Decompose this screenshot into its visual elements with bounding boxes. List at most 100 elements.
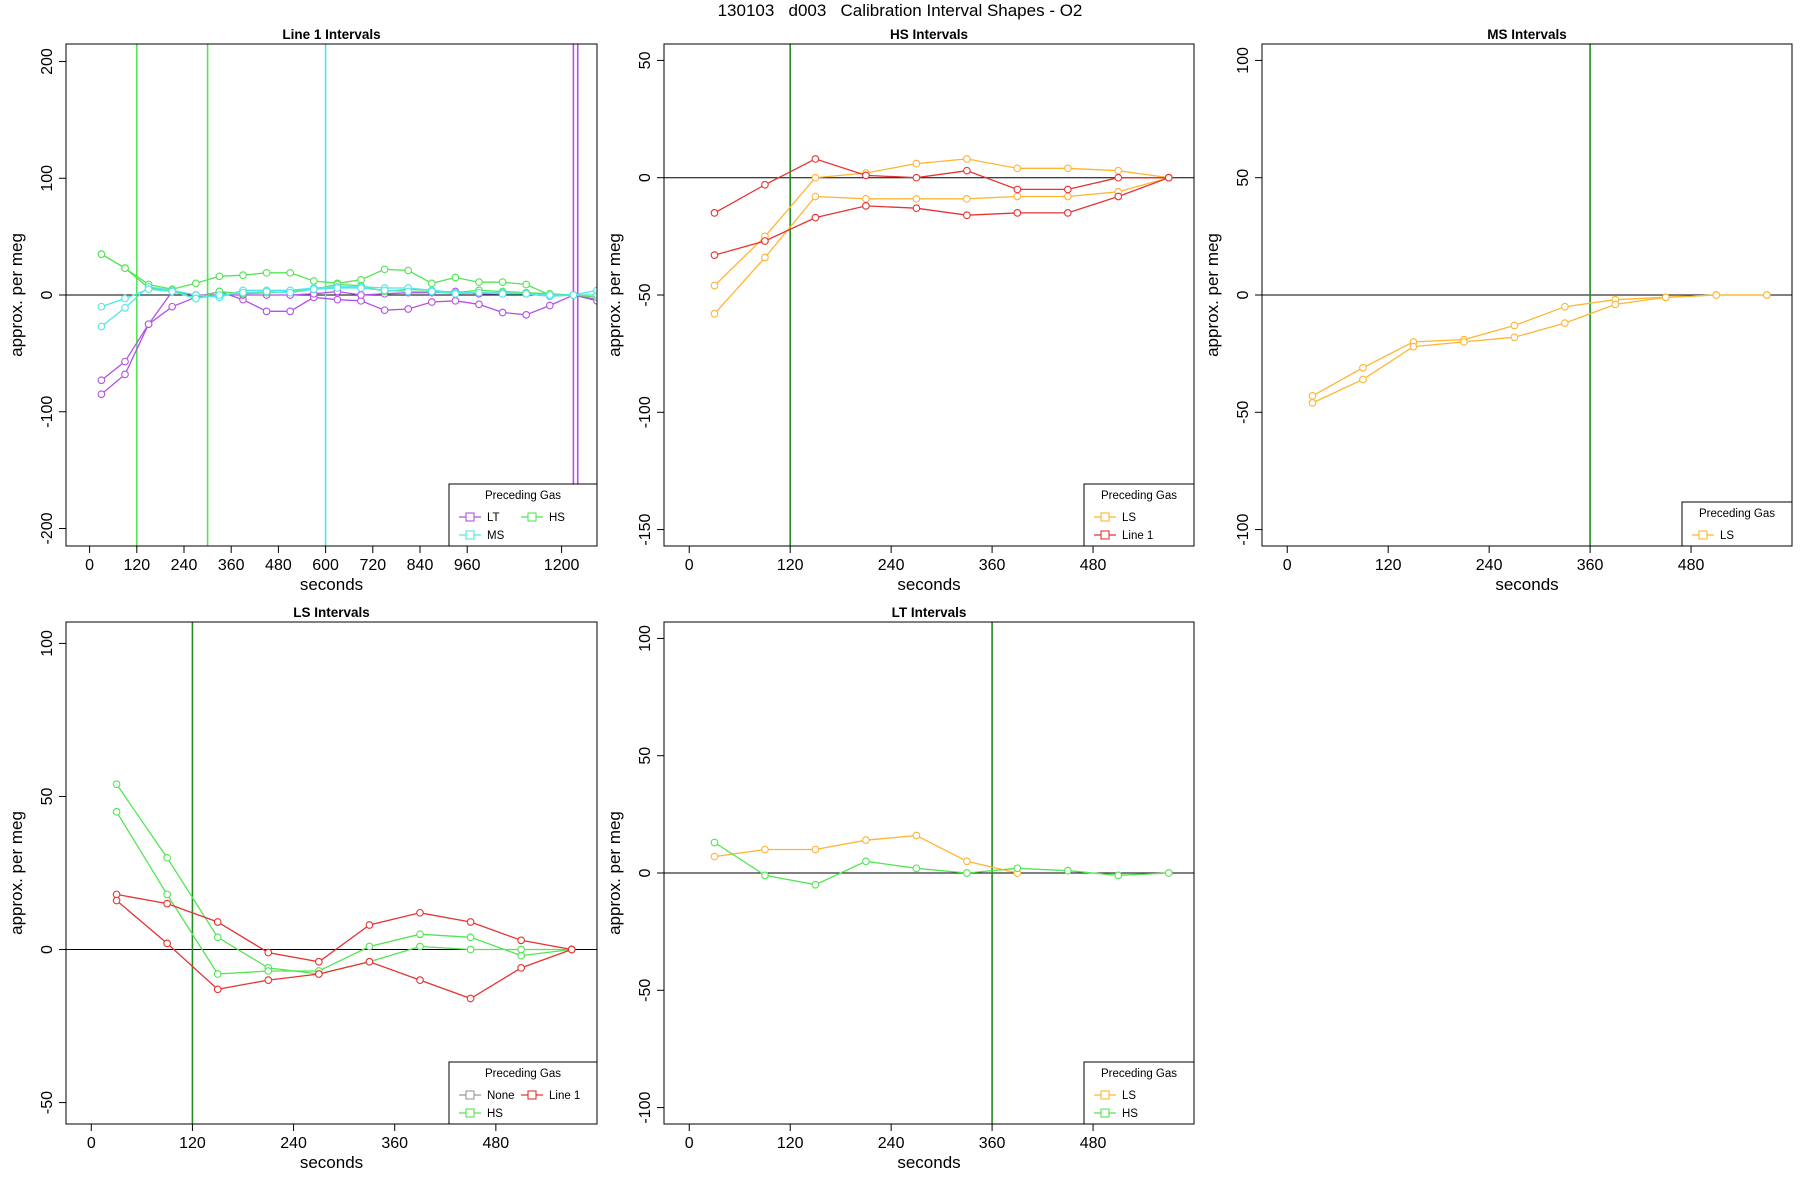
data-point (710, 852, 719, 861)
data-point (475, 300, 483, 309)
data-point (1661, 293, 1670, 302)
data-point (365, 957, 374, 966)
data-point (163, 939, 171, 948)
legend: Preceding Gas LS HS (1083, 1061, 1195, 1125)
y-tick-label: 50 (637, 747, 654, 765)
data-point (1114, 871, 1123, 880)
data-point (569, 291, 578, 299)
data-point (475, 278, 483, 287)
y-tick-label: 100 (637, 625, 654, 652)
data-point (215, 291, 224, 299)
data-point (213, 918, 222, 926)
data-point (112, 807, 121, 816)
data-point (112, 896, 121, 905)
y-tick-label: 0 (637, 868, 654, 877)
x-tick-label: 120 (1375, 557, 1402, 574)
x-tick-label: 120 (123, 557, 150, 574)
x-tick-label: 480 (483, 1135, 510, 1152)
x-tick-label: 240 (878, 1135, 905, 1152)
legend: Preceding Gas LS Line 1 (1083, 483, 1195, 547)
data-point (451, 273, 460, 282)
data-point (498, 289, 507, 298)
x-tick-label: 360 (979, 1135, 1006, 1152)
data-point (710, 838, 719, 847)
x-tick-label: 600 (312, 557, 339, 574)
data-point (761, 253, 769, 262)
data-point (451, 296, 460, 305)
data-point (1114, 166, 1123, 175)
data-point (1013, 185, 1022, 194)
data-point (309, 277, 318, 285)
y-axis-label: approx. per meg (7, 811, 26, 935)
x-tick-label: 360 (979, 557, 1006, 574)
data-point (144, 320, 153, 329)
data-point (121, 294, 129, 303)
y-tick-label: 100 (39, 165, 56, 192)
legend-swatch-marker (1100, 530, 1110, 540)
data-point (262, 287, 271, 296)
legend-swatch-marker (1100, 1108, 1110, 1118)
x-axis-label: seconds (300, 575, 363, 594)
data-point (912, 194, 921, 203)
data-point (811, 880, 820, 889)
data-point (912, 831, 921, 840)
data-point (475, 288, 483, 297)
data-point (144, 285, 153, 294)
chart-title: LT Intervals (892, 605, 967, 620)
data-point (522, 289, 531, 298)
data-point (710, 281, 719, 290)
y-tick-label: -50 (637, 979, 654, 1002)
data-point (862, 202, 870, 210)
data-point (333, 295, 342, 304)
plot-frame (663, 43, 1195, 547)
data-point (215, 272, 224, 281)
data-point (517, 964, 525, 972)
y-tick-label: 200 (39, 48, 56, 75)
x-tick-label: 840 (407, 557, 434, 574)
legend-title: Preceding Gas (485, 490, 561, 502)
data-point (286, 307, 295, 316)
x-tick-label: 480 (265, 557, 292, 574)
data-point (315, 957, 323, 966)
legend-title: Preceding Gas (1101, 1068, 1177, 1080)
series-line-ls-1 (1312, 294, 1767, 397)
data-point (404, 266, 413, 275)
series-line-hs-1 (116, 783, 572, 975)
y-tick-label: 0 (39, 945, 56, 954)
data-point (761, 180, 769, 189)
data-point (1712, 291, 1721, 299)
data-point (1114, 192, 1123, 201)
y-tick-label: -150 (637, 513, 654, 545)
data-point (357, 291, 365, 299)
data-point (862, 857, 870, 866)
data-point (912, 173, 921, 182)
x-tick-label: 120 (179, 1135, 206, 1152)
data-point (1510, 333, 1519, 342)
x-tick-label: 120 (777, 1135, 804, 1152)
x-axis-label: seconds (897, 1153, 960, 1172)
x-tick-label: 360 (381, 1135, 408, 1152)
x-tick-label: 960 (454, 557, 481, 574)
data-point (97, 390, 106, 399)
legend: Preceding Gas LT MS HS (448, 483, 598, 547)
x-tick-label: 1200 (544, 557, 580, 574)
data-point (1013, 192, 1022, 201)
legend-swatch-marker (1698, 530, 1708, 540)
legend-entry-label: Line 1 (549, 1090, 580, 1102)
legend-entry-label: LS (1122, 1090, 1136, 1102)
legend-entry-label: LT (487, 512, 500, 524)
data-point (811, 213, 820, 222)
legend-entry-label: None (487, 1090, 515, 1102)
x-tick-label: 360 (218, 557, 245, 574)
data-point (416, 908, 424, 917)
chart-title: Line 1 Intervals (282, 27, 380, 42)
data-point (213, 933, 222, 942)
data-point (862, 194, 870, 203)
legend-title: Preceding Gas (1699, 508, 1775, 520)
data-point (811, 155, 820, 163)
plot-area (664, 44, 1194, 546)
y-tick-label: 50 (637, 51, 654, 69)
x-tick-label: 0 (1283, 557, 1292, 574)
chart-panel-5: LT Intervals 0 120 240 360 480 seconds -100 -50 0… (605, 605, 1195, 1172)
